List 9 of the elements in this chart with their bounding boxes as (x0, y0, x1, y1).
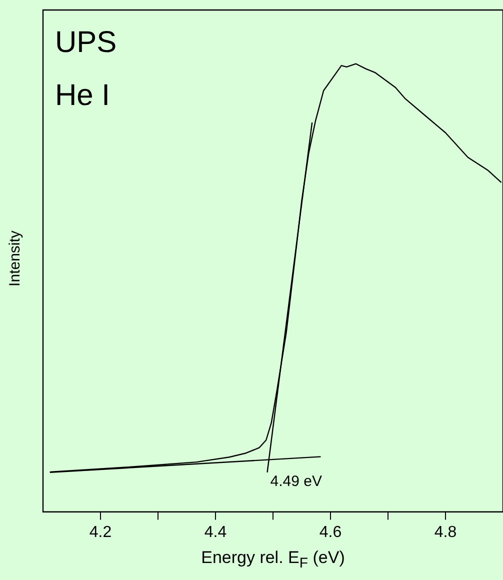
annotation: 4.49 eV (270, 473, 322, 490)
x-tick-label: 4.8 (434, 524, 457, 541)
x-tick-label: 4.4 (204, 524, 227, 541)
x-tick-label: 4.6 (319, 524, 342, 541)
text: UPS (55, 26, 117, 59)
x-tick-label: 4.2 (89, 524, 112, 541)
x-axis-title: Energy rel. E$_{F}$ (eV) (200, 548, 346, 572)
y-axis-title: Intensity (6, 230, 24, 288)
annotation: He I (55, 79, 110, 112)
